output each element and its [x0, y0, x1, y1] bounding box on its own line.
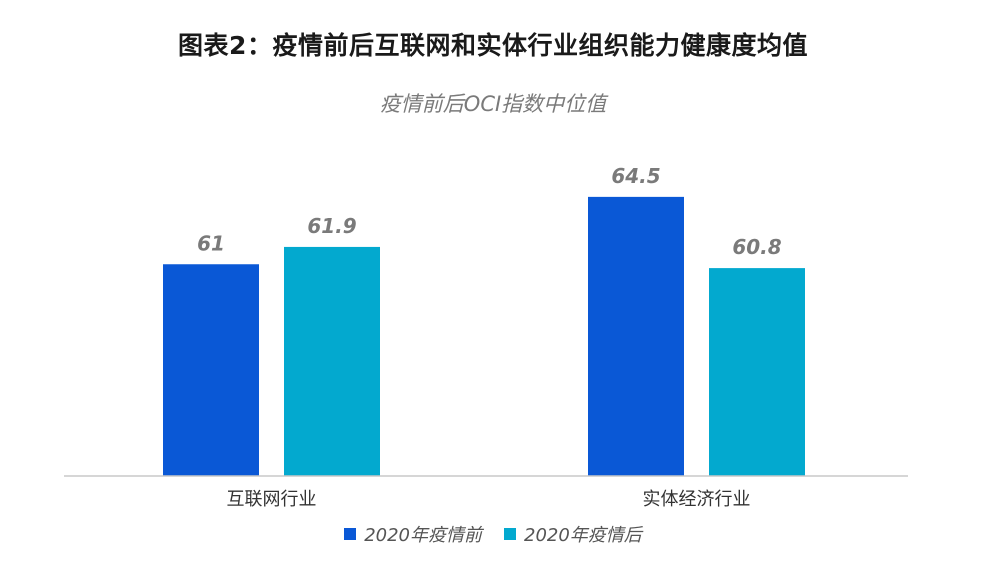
legend-item-after: 2020年疫情后: [504, 521, 642, 547]
legend-item-before: 2020年疫情前: [344, 521, 482, 547]
legend-label-after: 2020年疫情后: [524, 525, 642, 546]
legend: 2020年疫情前 2020年疫情后: [0, 521, 986, 547]
legend-swatch-after: [504, 528, 516, 540]
data-label-1-1: 60.8: [732, 235, 781, 259]
data-label-0-0: 61: [197, 231, 225, 255]
figure-title: 图表2：疫情前后互联网和实体行业组织能力健康度均值: [178, 31, 808, 60]
data-label-1-0: 64.5: [611, 164, 660, 188]
category-label-1: 实体经济行业: [643, 489, 751, 510]
bar-0-1: [284, 246, 380, 476]
legend-label-before: 2020年疫情前: [364, 525, 482, 546]
bar-1-1: [709, 268, 805, 476]
bar-1-0: [588, 196, 684, 476]
legend-swatch-before: [344, 528, 357, 540]
data-label-0-1: 61.9: [307, 214, 356, 238]
bar-0-0: [163, 264, 259, 476]
chart-subtitle: 疫情前后OCI指数中位值: [379, 92, 607, 116]
category-label-0: 互联网行业: [227, 489, 317, 510]
